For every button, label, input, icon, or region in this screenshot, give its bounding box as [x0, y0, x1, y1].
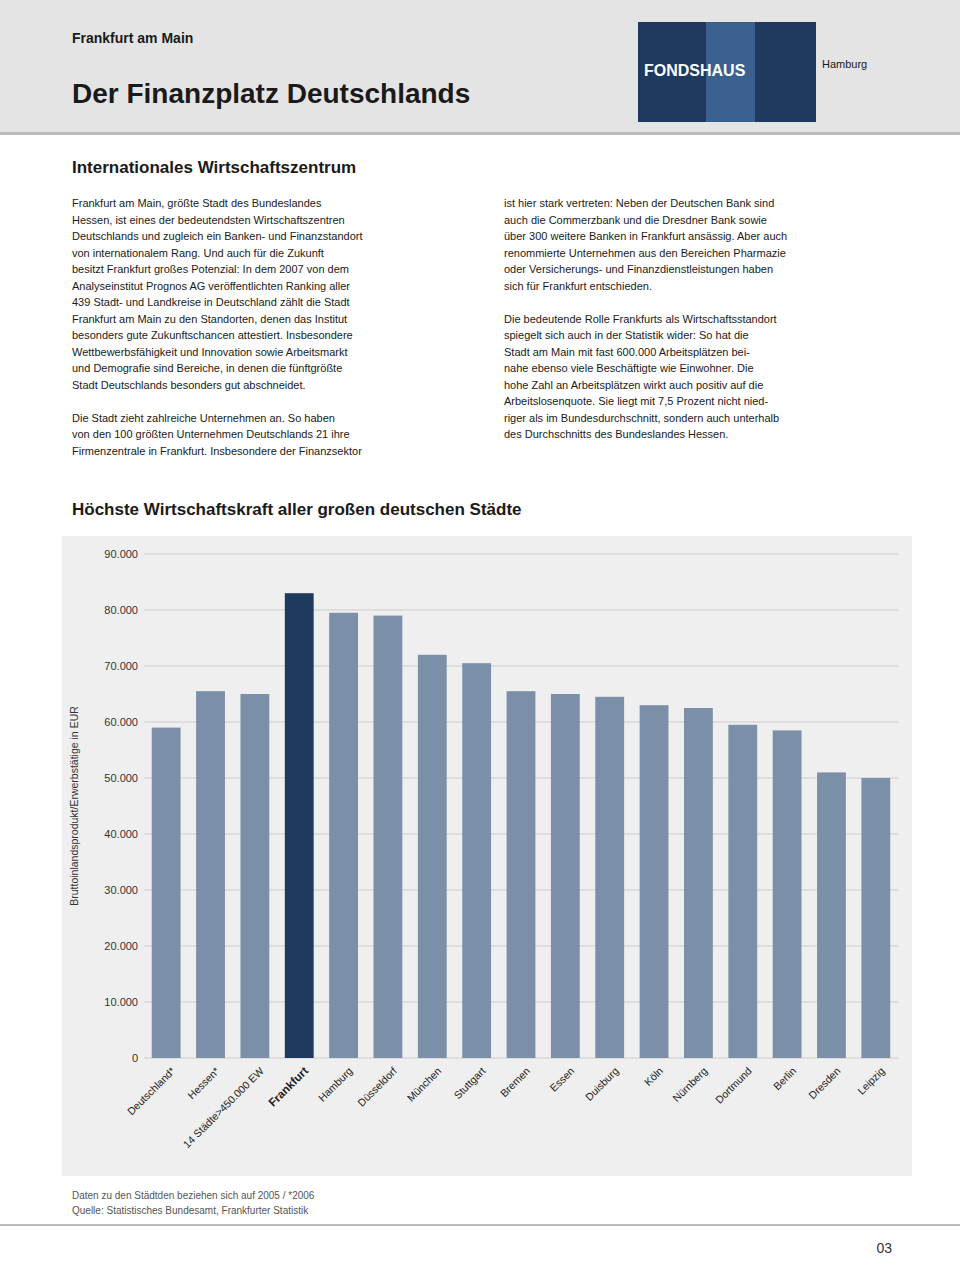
- bar: [595, 697, 624, 1058]
- x-tick-label: 14 Städte>450.000 EW: [180, 1065, 266, 1151]
- x-tick-label: Düsseldorf: [355, 1065, 399, 1109]
- y-tick-label: 70.000: [104, 660, 138, 672]
- bar: [861, 778, 890, 1058]
- chart-background: [62, 536, 912, 1176]
- bar: [728, 725, 757, 1058]
- bar: [196, 691, 225, 1058]
- x-tick-label: Nürnberg: [670, 1064, 710, 1104]
- y-tick-label: 0: [132, 1052, 138, 1064]
- x-tick-label: Dresden: [806, 1064, 843, 1101]
- bar: [817, 772, 846, 1058]
- bar: [374, 616, 403, 1058]
- bar: [329, 613, 358, 1058]
- x-tick-label: Frankfurt: [266, 1064, 310, 1108]
- y-tick-label: 40.000: [104, 828, 138, 840]
- x-tick-label: Hessen*: [185, 1065, 222, 1102]
- chart: 0 10.000 20.000 30.000 40.000 50.000 60.000 70.…: [62, 536, 912, 1176]
- grid-line: [144, 554, 898, 555]
- header-title: Der Finanzplatz Deutschlands: [72, 78, 470, 110]
- y-tick-label: 30.000: [104, 884, 138, 896]
- bar: [462, 663, 491, 1058]
- page-number: 03: [876, 1240, 892, 1256]
- x-tick-label: Essen: [547, 1064, 576, 1093]
- header-small-title: Frankfurt am Main: [72, 30, 193, 46]
- bar: [507, 691, 536, 1058]
- x-tick-label: Köln: [642, 1064, 665, 1087]
- y-tick-label: 20.000: [104, 940, 138, 952]
- bottom-separator: [0, 1224, 960, 1226]
- x-tick-label: Bremen: [498, 1064, 533, 1099]
- body-text-right: ist hier stark vertreten: Neben der Deut…: [504, 195, 924, 443]
- chart-title: Höchste Wirtschaftskraft aller großen de…: [72, 500, 522, 520]
- bar: [152, 728, 181, 1058]
- grid-line: [144, 610, 898, 611]
- header: [0, 0, 960, 135]
- x-tick-label: Duisburg: [583, 1064, 621, 1102]
- bar: [418, 655, 447, 1058]
- footer-text: Daten zu den Städtden beziehen sich auf …: [72, 1188, 314, 1218]
- x-tick-label: Deutschland*: [125, 1065, 178, 1118]
- bar: [773, 730, 802, 1058]
- body-text-left: Frankfurt am Main, größte Stadt des Bund…: [72, 195, 492, 459]
- logo-subtext: Hamburg: [822, 58, 867, 70]
- bar: [285, 593, 314, 1058]
- bars: [152, 593, 890, 1058]
- x-tick-label: Dortmund: [713, 1064, 754, 1105]
- y-axis-label: Bruttoinlandsprodukt/Erwerbstätige in EU…: [68, 706, 80, 906]
- logo-panel: [755, 22, 816, 122]
- bar: [640, 705, 669, 1058]
- y-tick-label: 60.000: [104, 716, 138, 728]
- grid-line: [144, 666, 898, 667]
- bar: [684, 708, 713, 1058]
- y-tick-label: 50.000: [104, 772, 138, 784]
- x-tick-label: München: [404, 1064, 443, 1103]
- bar: [240, 694, 269, 1058]
- bar: [551, 694, 580, 1058]
- x-tick-label: Hamburg: [316, 1064, 355, 1103]
- y-tick-label: 90.000: [104, 548, 138, 560]
- y-tick-label: 10.000: [104, 996, 138, 1008]
- logo-text: FONDSHAUS: [644, 62, 745, 80]
- section-title: Internationales Wirtschaftszentrum: [72, 158, 356, 178]
- x-tick-label: Berlin: [771, 1064, 799, 1092]
- x-tick-label: Leipzig: [855, 1064, 887, 1096]
- y-tick-label: 80.000: [104, 604, 138, 616]
- x-tick-label: Stuttgart: [451, 1065, 488, 1102]
